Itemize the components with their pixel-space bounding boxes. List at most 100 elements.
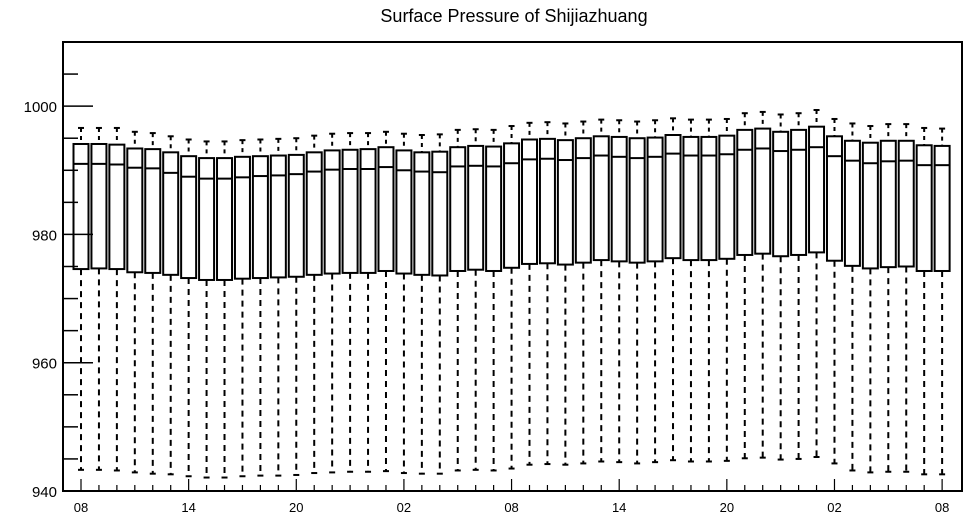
box-iqr [144,148,162,274]
box-iqr [395,149,413,275]
axes: 940 960 980 1000 08 14 20 02 08 14 20 02 08 [24,41,963,515]
box-plot [897,123,915,473]
box-iqr [233,155,251,280]
x-tick-label: 08 [74,500,88,515]
box-plot [843,122,861,472]
box-iqr [825,135,843,262]
box-iqr [861,141,879,270]
box-iqr [108,143,126,271]
box-iqr [736,128,754,256]
x-tick-label: 20 [289,500,303,515]
box-plot [933,127,951,476]
box-iqr [305,151,323,276]
box-iqr [718,134,736,260]
box-iqr [198,157,216,281]
box-plot [700,118,718,463]
box-iqr [162,151,180,276]
box-iqr [538,137,556,265]
box-iqr [359,148,377,274]
box-plot [198,140,216,479]
box-iqr [126,147,144,274]
box-plot [790,112,808,460]
box-iqr [503,142,521,269]
plot-area [72,108,951,479]
y-tick-label: 940 [32,484,57,501]
box-plot [718,117,736,462]
box-plot [682,118,700,463]
box-iqr [377,146,395,272]
box-iqr [897,139,915,268]
box-plot [736,112,754,460]
box-iqr [556,139,574,266]
box-iqr [772,130,790,258]
box-plot [467,128,485,471]
box-plot [808,108,826,459]
box-plot [377,130,395,473]
box-plot [216,140,234,479]
box-iqr [682,135,700,262]
box-iqr [628,137,646,264]
box-iqr [251,155,269,280]
x-tick-label: 20 [720,500,734,515]
box-iqr [790,128,808,256]
box-plot [861,125,879,474]
box-plot [754,110,772,459]
box-plot [772,113,790,461]
box-iqr [72,142,90,271]
y-tick-label: 1000 [24,99,57,116]
box-iqr [449,146,467,272]
box-plot [233,139,251,478]
box-plot [879,123,897,473]
box-iqr [592,135,610,262]
y-tick-label: 960 [32,356,57,373]
box-iqr [90,142,108,270]
box-plot [108,126,126,472]
box-iqr [915,144,933,272]
box-plot [449,128,467,472]
chart-title: Surface Pressure of Shijiazhuang [380,6,647,26]
box-plot [323,132,341,474]
box-plot [341,132,359,473]
x-tick-label: 08 [504,500,518,515]
box-plot [556,122,574,466]
box-iqr [269,154,287,279]
box-iqr [521,138,538,265]
box-plot [521,121,538,466]
x-tick-label: 08 [935,500,949,515]
box-iqr [808,125,826,254]
box-plot [269,137,287,477]
box-plot [485,128,503,472]
x-tick-label: 14 [612,500,626,515]
box-plot [503,125,521,470]
box-plot [180,138,198,478]
box-iqr [664,134,682,260]
box-iqr [431,150,449,277]
box-plot [126,130,144,474]
box-plot [162,135,180,476]
box-plot [646,119,664,464]
box-plot [287,137,305,476]
box-plot [72,126,90,471]
box-iqr [879,139,897,269]
box-plot [431,133,449,475]
box-iqr [933,144,951,272]
box-iqr [646,136,664,263]
box-plot [305,134,323,475]
box-plot [251,138,269,477]
box-iqr [700,135,718,262]
box-iqr [180,155,198,280]
box-iqr [413,151,431,276]
x-tick-label: 14 [181,500,195,515]
box-plot [574,120,592,465]
box-iqr [754,127,772,255]
y-tick-label: 980 [32,227,57,244]
box-iqr [341,148,359,274]
box-plot [395,132,413,475]
box-iqr [485,145,503,272]
box-iqr [216,157,234,281]
box-iqr [610,135,628,263]
x-tick-label: 02 [827,500,841,515]
box-plot [413,134,431,475]
box-iqr [287,153,305,278]
